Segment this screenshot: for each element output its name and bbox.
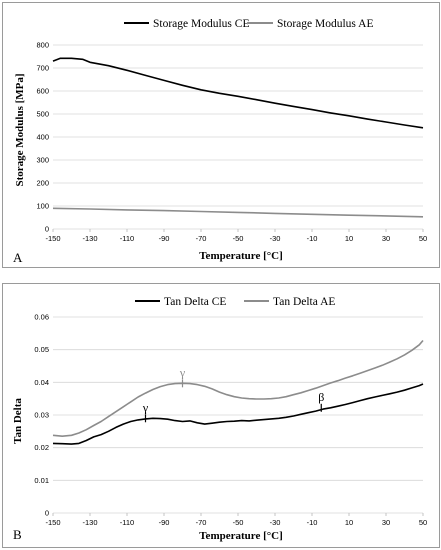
annotations: γ γ β — [142, 365, 324, 423]
y-tick-label: 800 — [36, 41, 49, 50]
series-line-tan-delta-ce — [52, 383, 424, 445]
legend-label-ae: Tan Delta AE — [273, 296, 335, 308]
x-axis-title: Temperature [°C] — [199, 530, 283, 542]
chart-panel-a: Storage Modulus CE Storage Modulus AE 0 1… — [2, 2, 440, 268]
y-tick-label: 0.01 — [34, 476, 49, 485]
y-tick-label: 200 — [36, 179, 49, 188]
legend: Tan Delta CE Tan Delta AE — [135, 296, 335, 308]
grid-lines — [53, 44, 423, 230]
series-lines — [52, 339, 424, 445]
x-tick-label: -50 — [233, 518, 244, 527]
y-tick-label: 100 — [36, 202, 49, 211]
chart-panel-b: Tan Delta CE Tan Delta AE 0 0.01 0.02 0.03 0… — [2, 283, 440, 548]
x-tick-label: -110 — [120, 234, 134, 243]
y-axis-title: Storage Modulus [MPa] — [14, 73, 26, 186]
legend-label-ce: Storage Modulus CE — [153, 18, 249, 30]
x-tick-label: -150 — [45, 234, 60, 243]
panel-label: A — [13, 250, 23, 265]
x-tick-label: 10 — [345, 234, 353, 243]
x-tick-label: -130 — [82, 518, 97, 527]
x-tick-label: -90 — [159, 234, 170, 243]
y-ticks: 0 100 200 300 400 500 600 700 800 — [36, 41, 49, 234]
y-tick-label: 0 — [45, 225, 49, 234]
series-line-storage-modulus-ae — [52, 207, 424, 218]
x-axis-title: Temperature [°C] — [199, 250, 283, 262]
series-line-tan-delta-ae — [52, 339, 424, 437]
x-tick-label: -30 — [270, 518, 281, 527]
x-tick-label: -150 — [45, 518, 60, 527]
y-tick-label: 700 — [36, 64, 49, 73]
y-tick-label: 300 — [36, 156, 49, 165]
series-line-storage-modulus-ce — [52, 57, 424, 129]
x-tick-label: 10 — [345, 518, 353, 527]
x-tick-label: 50 — [419, 518, 427, 527]
grid-lines — [53, 316, 423, 514]
x-tick-label: -10 — [307, 518, 318, 527]
annotation-label: γ — [142, 400, 149, 414]
y-tick-label: 0.05 — [34, 345, 49, 354]
x-tick-label: -70 — [196, 518, 207, 527]
annotation-label: γ — [179, 365, 186, 379]
x-tick-label: 50 — [419, 234, 427, 243]
y-tick-label: 0 — [45, 509, 49, 518]
y-tick-label: 0.02 — [34, 443, 49, 452]
x-tick-label: 30 — [382, 518, 390, 527]
annotation-label: β — [318, 390, 324, 404]
series-lines — [52, 57, 424, 218]
x-tick-label: -50 — [233, 234, 244, 243]
x-tick-label: 30 — [382, 234, 390, 243]
panel-label: B — [13, 527, 22, 542]
x-ticks: -150 -130 -110 -90 -70 -50 -30 -10 10 30 50 — [45, 513, 427, 527]
x-tick-label: -70 — [196, 234, 207, 243]
y-tick-label: 0.03 — [34, 411, 49, 420]
legend-label-ce: Tan Delta CE — [164, 296, 226, 308]
storage-modulus-chart: Storage Modulus CE Storage Modulus AE 0 1… — [13, 18, 427, 265]
legend: Storage Modulus CE Storage Modulus AE — [124, 18, 373, 30]
y-ticks: 0 0.01 0.02 0.03 0.04 0.05 0.06 — [34, 313, 49, 518]
x-tick-label: -30 — [270, 234, 281, 243]
x-tick-label: -10 — [307, 234, 318, 243]
x-tick-label: -110 — [120, 518, 134, 527]
x-tick-label: -130 — [82, 234, 97, 243]
y-tick-label: 0.04 — [34, 378, 49, 387]
y-tick-label: 500 — [36, 110, 49, 119]
y-tick-label: 600 — [36, 87, 49, 96]
tan-delta-chart: Tan Delta CE Tan Delta AE 00.010.020.030… — [12, 296, 427, 542]
y-axis-title: Tan Delta — [12, 398, 24, 444]
y-tick-label: 400 — [36, 133, 49, 142]
y-tick-label: 0.06 — [34, 313, 49, 322]
legend-label-ae: Storage Modulus AE — [277, 18, 373, 30]
x-ticks: -150 -130 -110 -90 -70 -50 -30 -10 10 30 50 — [45, 229, 427, 243]
x-tick-label: -90 — [159, 518, 170, 527]
